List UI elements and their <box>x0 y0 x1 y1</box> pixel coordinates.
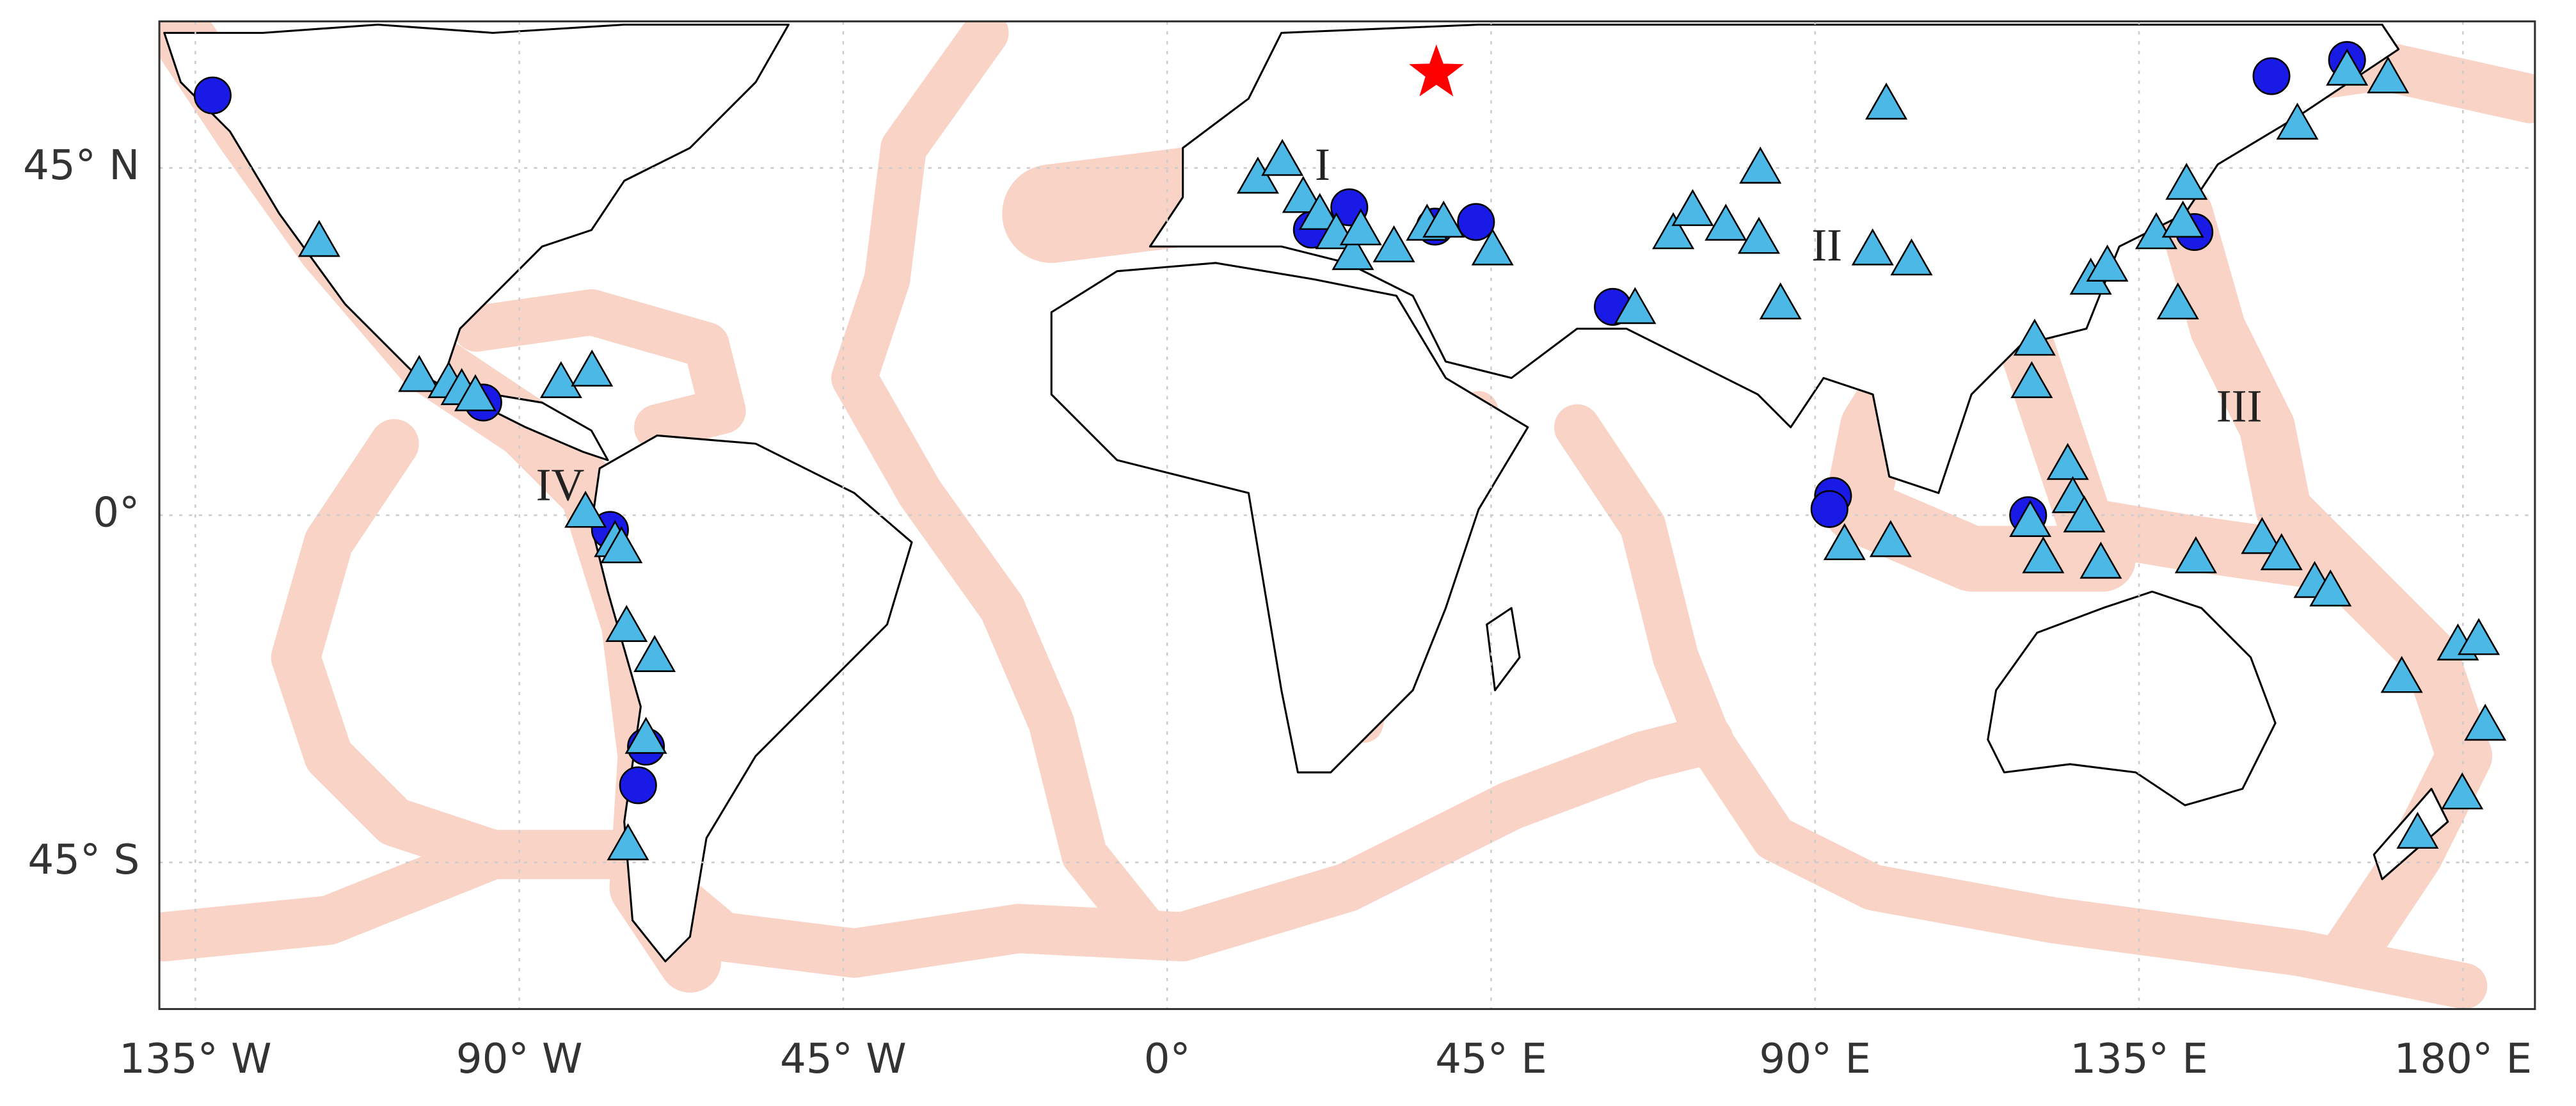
y-tick-label: 45° N <box>23 141 139 189</box>
marker-triangle <box>2309 569 2352 607</box>
marker-triangle <box>2079 541 2122 579</box>
marker-triangle <box>2326 48 2369 86</box>
marker-triangle <box>1851 228 1894 266</box>
x-tick-label: 90° E <box>1759 1035 1871 1083</box>
marker-triangle <box>633 635 676 672</box>
marker-triangle <box>2260 533 2303 570</box>
marker-triangle <box>624 716 667 754</box>
marker-triangle <box>600 526 643 563</box>
marker-triangle <box>2013 318 2056 356</box>
marker-triangle <box>2380 655 2423 693</box>
x-tick-label: 180° E <box>2394 1035 2532 1083</box>
marker-triangle <box>1372 225 1415 262</box>
marker-triangle <box>1671 189 1714 227</box>
x-tick-label: 90° W <box>456 1035 583 1083</box>
marker-triangle <box>398 355 441 392</box>
marker-triangle <box>2009 500 2052 537</box>
marker-triangle <box>607 823 649 861</box>
marker-triangle <box>2174 536 2217 573</box>
marker-triangle <box>298 220 340 257</box>
marker-triangle <box>1869 520 1912 557</box>
marker-triangle <box>1332 233 1374 270</box>
marker-circle <box>1810 490 1849 528</box>
marker-triangle <box>1339 208 1382 246</box>
marker-triangle <box>2022 536 2065 573</box>
marker-triangle <box>2367 56 2410 93</box>
marker-triangle <box>1471 228 1514 266</box>
marker-triangle <box>539 361 582 398</box>
marker-triangle <box>1282 175 1324 213</box>
marker-star <box>1409 44 1464 97</box>
marker-triangle <box>605 605 648 642</box>
marker-triangle <box>454 374 497 412</box>
marker-triangle <box>2165 163 2208 200</box>
marker-circle <box>1457 203 1495 241</box>
marker-triangle <box>1298 193 1341 230</box>
markers <box>193 41 2507 861</box>
region-label: IV <box>536 460 585 511</box>
marker-circle <box>619 766 657 805</box>
marker-triangle <box>2010 361 2053 398</box>
y-tick-label: 45° S <box>28 836 139 884</box>
marker-triangle <box>2464 703 2507 741</box>
marker-triangle <box>1614 287 1657 325</box>
x-tick-label: 135° W <box>119 1035 271 1083</box>
marker-triangle <box>1422 200 1465 238</box>
marker-triangle <box>1705 204 1747 241</box>
region-label: III <box>2216 380 2262 431</box>
marker-triangle <box>2241 517 2284 554</box>
x-tick-label: 135° E <box>2070 1035 2208 1083</box>
marker-triangle <box>2276 102 2319 140</box>
marker-triangle <box>2046 442 2089 480</box>
marker-triangle <box>1652 212 1695 250</box>
x-tick-label: 45° W <box>780 1035 907 1083</box>
coastlines <box>163 23 2449 963</box>
marker-triangle <box>1261 138 1304 176</box>
plot-frame <box>158 20 2536 1011</box>
y-tick-label: 0° <box>93 489 139 537</box>
marker-triangle <box>1737 216 1781 254</box>
marker-triangle <box>564 490 607 528</box>
marker-triangle <box>2086 244 2129 282</box>
marker-triangle <box>2156 282 2199 320</box>
labels: 135° W 90° W 45° W 0° 45° E 90° E 135° E 180° E… <box>23 139 2532 1083</box>
marker-triangle <box>2161 200 2204 238</box>
marker-circle <box>2252 57 2291 95</box>
marker-triangle <box>1865 82 1908 120</box>
marker-triangle <box>571 349 614 387</box>
marker-triangle <box>2458 618 2500 655</box>
marker-triangle <box>2441 772 2484 810</box>
marker-triangle <box>1890 238 1933 276</box>
marker-triangle <box>1823 523 1866 561</box>
marker-triangle <box>1759 282 1802 320</box>
marker-circle <box>193 76 232 115</box>
region-label: II <box>1811 220 1842 271</box>
region-label: I <box>1315 139 1330 190</box>
marker-triangle <box>2396 812 2439 849</box>
marker-triangle <box>1739 147 1782 184</box>
x-tick-label: 45° E <box>1435 1035 1547 1083</box>
marker-triangle <box>2063 495 2106 533</box>
x-tick-label: 0° <box>1144 1035 1191 1083</box>
